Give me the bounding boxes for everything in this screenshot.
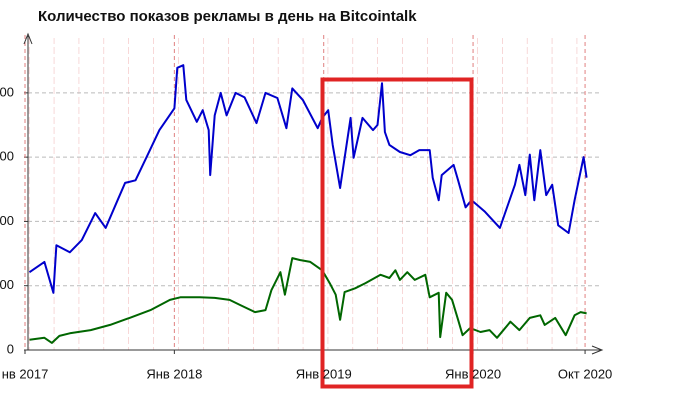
x-tick-label: Окт 2020 bbox=[558, 366, 612, 381]
y-tick-label: 000 bbox=[0, 149, 14, 164]
x-tick-label: нв 2017 bbox=[2, 366, 49, 381]
chart-title: Количество показов рекламы в день на Bit… bbox=[38, 8, 417, 25]
x-tick-label: Янв 2018 bbox=[146, 366, 202, 381]
x-axis-arrow bbox=[591, 345, 604, 355]
y-tick-label: 0 bbox=[7, 341, 14, 356]
minor-grid bbox=[28, 38, 600, 350]
highlight-box bbox=[320, 77, 474, 389]
x-tick-label: Янв 2020 bbox=[445, 366, 501, 381]
y-tick-label: 000 bbox=[0, 84, 14, 99]
series-line bbox=[29, 257, 587, 344]
x-tick-label: Янв 2019 bbox=[296, 366, 352, 381]
y-tick-label: 000 bbox=[0, 213, 14, 228]
y-tick-label: 000 bbox=[0, 277, 14, 292]
y-axis-arrow bbox=[23, 32, 33, 45]
series-line bbox=[28, 64, 588, 294]
